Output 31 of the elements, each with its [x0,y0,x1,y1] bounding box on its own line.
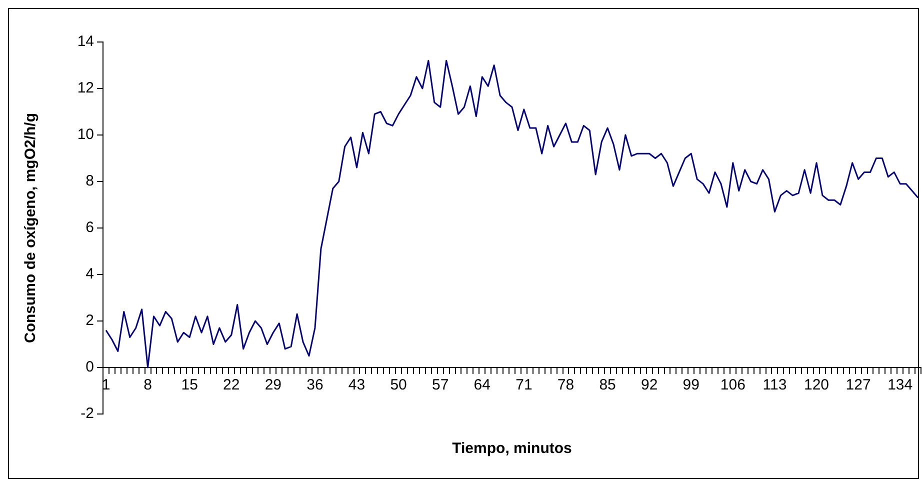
x-tick-label: 92 [640,376,658,394]
y-tick-label: 10 [77,126,94,144]
y-tick-label: 8 [86,172,94,190]
y-tick-label: 4 [86,266,94,283]
x-tick-label: 85 [599,376,616,394]
x-tick-label: 8 [144,376,152,394]
y-tick-label: 12 [77,80,94,97]
y-tick-label: 6 [86,219,94,236]
x-tick-label: 36 [306,376,324,394]
x-tick-label: 43 [348,376,366,394]
x-tick-label: 50 [390,376,407,394]
x-tick-label: 120 [804,376,830,394]
y-tick-label: -2 [80,405,94,422]
x-tick-label: 71 [516,376,532,394]
x-tick-label: 1 [102,376,110,394]
x-axis-title: Tiempo, minutos [451,440,573,457]
x-tick-label: 64 [474,376,490,394]
y-axis-title: Consumo de oxígeno, mgO2/h/g [22,112,40,344]
x-tick-label: 99 [682,376,700,394]
x-tick-label: 106 [720,376,746,394]
y-tick-label: 0 [86,358,94,376]
x-tick-label: 22 [223,376,240,394]
x-tick-label: 29 [264,376,282,394]
y-tick-label: 2 [86,312,94,330]
x-tick-label: 127 [846,376,871,394]
x-tick-label: 57 [432,376,449,394]
y-tick-label: 14 [77,33,94,50]
x-tick-label: 113 [762,376,787,394]
x-tick-label: 134 [888,376,913,394]
x-tick-label: 15 [181,376,198,394]
x-tick-label: 78 [557,376,574,394]
